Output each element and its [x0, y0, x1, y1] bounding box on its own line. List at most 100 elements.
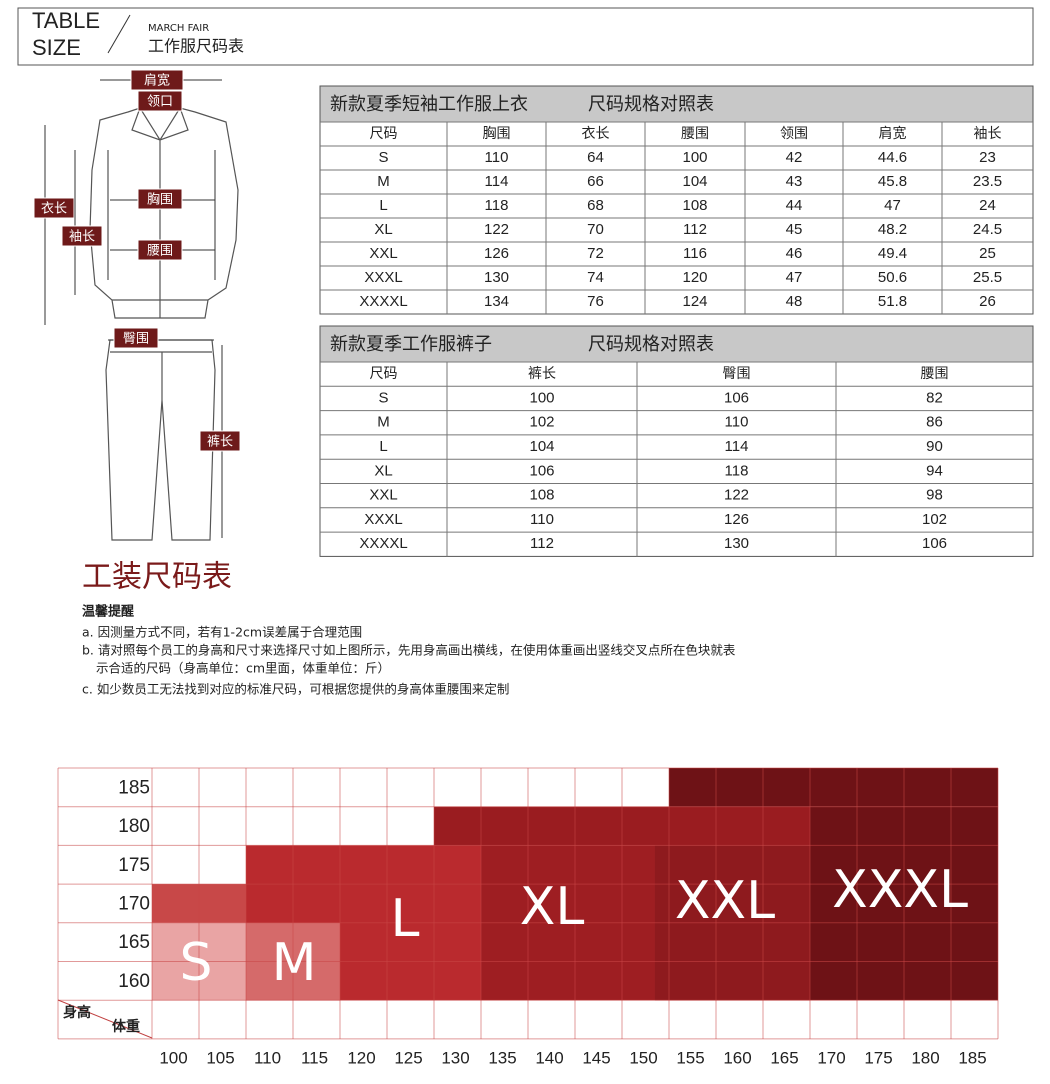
size-label: L — [391, 889, 420, 949]
table-cell: 46 — [786, 245, 803, 262]
size-label: XXL — [675, 871, 775, 931]
label-box — [33, 197, 75, 219]
height-label: 165 — [118, 932, 150, 953]
size-label: S — [179, 933, 212, 993]
table-cell: 70 — [587, 221, 604, 238]
label-box — [137, 90, 183, 112]
table-cell: 25 — [979, 245, 996, 262]
table-cell: 104 — [529, 438, 554, 455]
table-cell: 47 — [786, 269, 803, 286]
table-title: 尺码规格对照表 — [588, 94, 714, 115]
table-cell: 100 — [529, 389, 554, 406]
weight-label: 155 — [676, 1048, 704, 1067]
note-line: b. 请对照每个员工的身高和尺寸来选择尺寸如上图所示，先用身高画出横线，在使用体… — [82, 643, 736, 658]
header-title: SIZE — [32, 35, 81, 60]
height-label: 180 — [118, 816, 150, 837]
column-header: 臀围 — [723, 366, 751, 382]
table-cell: 102 — [922, 511, 947, 528]
column-header: 腰围 — [681, 126, 709, 142]
table-cell: 66 — [587, 173, 604, 190]
table-cell: 118 — [725, 462, 749, 479]
column-header: 肩宽 — [879, 125, 907, 142]
pants-outline — [105, 339, 216, 541]
garment-diagram — [44, 79, 239, 541]
label-box — [199, 430, 241, 452]
diagram-label: 领口 — [147, 95, 173, 110]
table-cell: 25.5 — [973, 269, 1002, 286]
size-label: XXXL — [832, 860, 968, 920]
header-title: TABLE — [32, 8, 100, 33]
table-cell: 50.6 — [878, 269, 907, 286]
table-cell: 102 — [529, 414, 554, 431]
table-title: 新款夏季工作服裤子 — [330, 334, 492, 355]
weight-label: 125 — [394, 1048, 422, 1067]
table-cell: 45.8 — [878, 173, 907, 190]
table-cell: XXXXL — [359, 535, 407, 552]
table-cell: 110 — [725, 414, 749, 431]
table-cell: 106 — [529, 462, 554, 479]
table-border — [319, 325, 1034, 557]
weight-label: 165 — [770, 1048, 798, 1067]
weight-label: 130 — [441, 1048, 469, 1067]
table-cell: 116 — [683, 245, 707, 262]
table-cell: M — [377, 173, 390, 190]
table-cell: L — [379, 438, 387, 455]
table-cell: 44.6 — [878, 149, 907, 166]
table-cell: 49.4 — [878, 245, 907, 262]
table-cell: 126 — [484, 245, 509, 262]
note-line: a. 因测量方式不同，若有1-2cm误差属于合理范围 — [82, 625, 362, 640]
weight-label: 170 — [817, 1048, 845, 1067]
header-subtitle: 工作服尺码表 — [148, 37, 244, 56]
weight-label: 185 — [958, 1048, 986, 1067]
weight-label: 160 — [723, 1048, 751, 1067]
header-brand: MARCH FAIR — [148, 23, 209, 34]
corner-diagonal — [57, 999, 153, 1039]
diagram-label: 肩宽 — [144, 73, 170, 89]
table-cell: 112 — [683, 221, 707, 238]
table-cell: 106 — [724, 389, 749, 406]
column-header: 腰围 — [921, 366, 949, 382]
table-cell: 48.2 — [878, 221, 907, 238]
weight-label: 135 — [488, 1048, 516, 1067]
table-cell: 118 — [485, 197, 509, 214]
column-header: 裤长 — [528, 366, 556, 382]
table-cell: 114 — [485, 173, 509, 190]
table-cell: 76 — [587, 293, 604, 310]
table-cell: 110 — [530, 511, 554, 528]
table-cell: 82 — [926, 389, 943, 406]
table-cell: 44 — [786, 197, 803, 214]
height-label: 185 — [118, 777, 150, 798]
column-header: 尺码 — [370, 126, 398, 142]
diagram-label: 臀围 — [123, 332, 149, 347]
table-cell: 23.5 — [973, 173, 1002, 190]
label-box — [137, 188, 183, 210]
height-axis-label: 身高 — [63, 1004, 91, 1021]
label-box — [61, 225, 103, 247]
label-box — [130, 69, 184, 91]
table-cell: 47 — [884, 197, 901, 214]
table-cell: 110 — [485, 149, 509, 166]
table-cell: 120 — [682, 269, 707, 286]
column-header: 袖长 — [974, 126, 1002, 142]
table-cell: 122 — [484, 221, 509, 238]
table-cell: M — [377, 414, 390, 431]
table-cell: 42 — [786, 149, 803, 166]
table-cell: 86 — [926, 414, 943, 431]
diagram-label: 腰围 — [147, 244, 173, 259]
column-header: 尺码 — [370, 366, 398, 382]
table-cell: 24 — [979, 197, 996, 214]
column-header: 衣长 — [582, 126, 610, 142]
table-cell: 23 — [979, 149, 996, 166]
table-cell: XXL — [369, 245, 397, 262]
weight-label: 175 — [864, 1048, 892, 1067]
table-cell: XL — [374, 221, 392, 238]
height-label: 170 — [118, 893, 150, 914]
table-cell: 72 — [587, 245, 604, 262]
notes-title: 温馨提醒 — [82, 604, 134, 620]
table-cell: 43 — [786, 173, 803, 190]
heading: 工装尺码表 — [82, 560, 232, 595]
table-title: 尺码规格对照表 — [588, 334, 714, 355]
height-label: 175 — [118, 855, 150, 876]
table-cell: 98 — [926, 487, 943, 504]
